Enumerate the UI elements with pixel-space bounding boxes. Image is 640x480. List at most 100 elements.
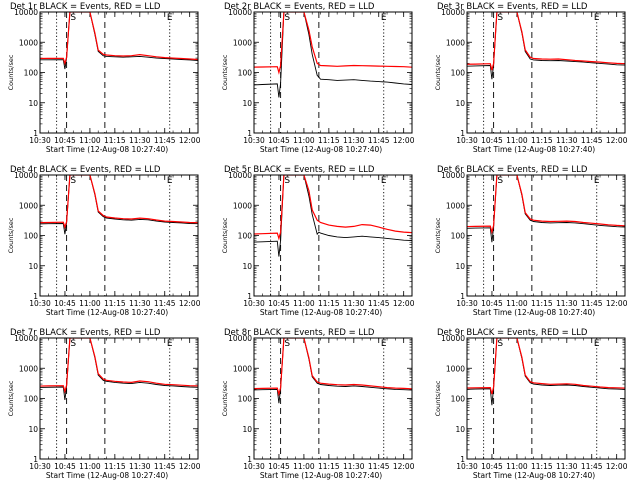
x-tick-label: 11:45 bbox=[154, 462, 176, 471]
y-tick-label: 10 bbox=[242, 99, 252, 108]
panel-title: Det 2r BLACK = Events, RED = LLD bbox=[224, 2, 375, 12]
panel-title: Det 5r BLACK = Events, RED = LLD bbox=[224, 165, 375, 175]
start-marker: S bbox=[497, 176, 503, 186]
y-tick-label: 100 bbox=[24, 395, 39, 404]
lld-series-line bbox=[254, 12, 412, 75]
x-tick-label: 11:00 bbox=[506, 462, 528, 471]
end-marker: E bbox=[594, 176, 600, 186]
x-tick-label: 11:45 bbox=[368, 299, 390, 308]
y-tick-label: 10000 bbox=[441, 334, 465, 343]
x-axis-label: Start Time (12-Aug-08 10:27:40) bbox=[260, 308, 382, 317]
y-tick-label: 1 bbox=[460, 455, 465, 464]
events-series-line bbox=[40, 12, 198, 70]
plot-frame bbox=[39, 174, 199, 297]
y-tick-label: 1000 bbox=[446, 38, 465, 47]
x-tick-label: 11:00 bbox=[79, 462, 101, 471]
y-tick-label: 1000 bbox=[446, 364, 465, 373]
x-tick-label: 11:45 bbox=[154, 299, 176, 308]
x-tick-label: 10:30 bbox=[243, 136, 265, 145]
y-tick-label: 10000 bbox=[228, 8, 252, 17]
panel-title: Det 8r BLACK = Events, RED = LLD bbox=[224, 328, 375, 338]
x-axis-label: Start Time (12-Aug-08 10:27:40) bbox=[46, 308, 168, 317]
x-axis-label: Start Time (12-Aug-08 10:27:40) bbox=[46, 145, 168, 154]
events-series-line bbox=[467, 338, 625, 406]
panel-title: Det 3r BLACK = Events, RED = LLD bbox=[437, 2, 588, 12]
x-tick-label: 10:45 bbox=[54, 299, 76, 308]
detector-panel: Det 4r BLACK = Events, RED = LLD 1 10 100 10… bbox=[7, 165, 201, 317]
y-axis-label: Counts/sec bbox=[434, 380, 442, 416]
y-tick-label: 10000 bbox=[228, 334, 252, 343]
plot-frame bbox=[253, 174, 413, 297]
x-tick-label: 10:30 bbox=[456, 462, 478, 471]
detector-panel: Det 3r BLACK = Events, RED = LLD 1 10 100 10… bbox=[434, 2, 628, 154]
x-tick-label: 11:45 bbox=[154, 136, 176, 145]
y-tick-label: 100 bbox=[24, 69, 39, 78]
y-tick-label: 10000 bbox=[14, 171, 38, 180]
x-tick-label: 10:45 bbox=[481, 462, 503, 471]
y-tick-label: 100 bbox=[24, 232, 39, 241]
start-marker: S bbox=[284, 176, 290, 186]
y-tick-label: 10 bbox=[28, 262, 38, 271]
events-series-line bbox=[254, 338, 412, 404]
y-tick-label: 1000 bbox=[233, 201, 252, 210]
y-tick-label: 1 bbox=[247, 129, 252, 138]
y-axis-label: Counts/sec bbox=[221, 54, 229, 90]
x-tick-label: 12:00 bbox=[606, 462, 628, 471]
x-tick-label: 11:30 bbox=[343, 136, 365, 145]
x-tick-label: 12:00 bbox=[179, 299, 201, 308]
plot-frame bbox=[253, 11, 413, 134]
x-tick-label: 10:30 bbox=[243, 299, 265, 308]
y-tick-label: 1 bbox=[460, 292, 465, 301]
x-tick-label: 11:30 bbox=[343, 299, 365, 308]
x-tick-label: 11:00 bbox=[293, 136, 315, 145]
y-tick-label: 1 bbox=[460, 129, 465, 138]
x-tick-label: 10:30 bbox=[29, 462, 51, 471]
detector-panel: Det 1r BLACK = Events, RED = LLD 1 10 100 10… bbox=[7, 2, 201, 154]
y-tick-label: 10 bbox=[455, 262, 465, 271]
y-tick-label: 10 bbox=[28, 99, 38, 108]
y-axis-label: Counts/sec bbox=[221, 380, 229, 416]
detector-panel: Det 8r BLACK = Events, RED = LLD 1 10 100 10… bbox=[221, 328, 415, 480]
x-tick-label: 10:45 bbox=[268, 299, 290, 308]
y-tick-label: 1000 bbox=[19, 201, 38, 210]
y-tick-label: 10000 bbox=[14, 334, 38, 343]
y-tick-label: 1 bbox=[33, 129, 38, 138]
plot-frame bbox=[466, 337, 626, 460]
x-tick-label: 12:00 bbox=[606, 136, 628, 145]
end-marker: E bbox=[167, 339, 173, 349]
x-axis-label: Start Time (12-Aug-08 10:27:40) bbox=[46, 471, 168, 480]
y-axis-label: Counts/sec bbox=[434, 54, 442, 90]
y-tick-label: 1000 bbox=[446, 201, 465, 210]
lld-series-line bbox=[40, 175, 198, 230]
x-tick-label: 12:00 bbox=[179, 462, 201, 471]
events-series-line bbox=[467, 12, 625, 80]
y-tick-label: 10 bbox=[242, 425, 252, 434]
lld-series-line bbox=[40, 338, 198, 394]
y-tick-label: 10 bbox=[28, 425, 38, 434]
x-tick-label: 11:00 bbox=[293, 299, 315, 308]
x-tick-label: 12:00 bbox=[393, 462, 415, 471]
x-tick-label: 11:15 bbox=[318, 462, 340, 471]
y-tick-label: 1000 bbox=[19, 364, 38, 373]
x-tick-label: 12:00 bbox=[393, 136, 415, 145]
y-tick-label: 10 bbox=[455, 425, 465, 434]
x-tick-label: 11:45 bbox=[368, 462, 390, 471]
x-tick-label: 11:30 bbox=[556, 462, 578, 471]
end-marker: E bbox=[381, 176, 387, 186]
y-tick-label: 100 bbox=[238, 232, 253, 241]
x-axis-label: Start Time (12-Aug-08 10:27:40) bbox=[473, 145, 595, 154]
detector-panel: Det 7r BLACK = Events, RED = LLD 1 10 100 10… bbox=[7, 328, 201, 480]
y-tick-label: 100 bbox=[238, 69, 253, 78]
y-tick-label: 1 bbox=[247, 455, 252, 464]
end-marker: E bbox=[381, 339, 387, 349]
y-tick-label: 1000 bbox=[233, 364, 252, 373]
x-tick-label: 12:00 bbox=[393, 299, 415, 308]
y-tick-label: 10000 bbox=[228, 171, 252, 180]
x-tick-label: 11:15 bbox=[318, 299, 340, 308]
panel-title: Det 6r BLACK = Events, RED = LLD bbox=[437, 165, 588, 175]
x-tick-label: 10:30 bbox=[29, 299, 51, 308]
plot-frame bbox=[466, 174, 626, 297]
events-series-line bbox=[40, 338, 198, 400]
start-marker: S bbox=[497, 13, 503, 23]
